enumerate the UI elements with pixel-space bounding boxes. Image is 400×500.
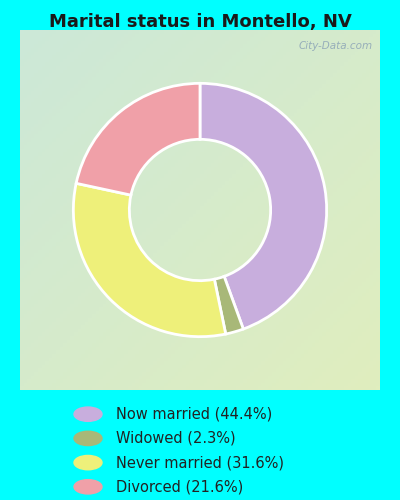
Ellipse shape [74,480,102,494]
Text: Divorced (21.6%): Divorced (21.6%) [116,480,243,494]
Wedge shape [200,84,327,329]
Text: City-Data.com: City-Data.com [299,41,373,51]
Ellipse shape [74,456,102,470]
Wedge shape [214,276,243,334]
Ellipse shape [74,431,102,446]
Wedge shape [76,84,200,195]
Ellipse shape [74,407,102,422]
Text: Now married (44.4%): Now married (44.4%) [116,406,272,422]
Text: Widowed (2.3%): Widowed (2.3%) [116,431,236,446]
Text: Marital status in Montello, NV: Marital status in Montello, NV [49,13,351,31]
Wedge shape [73,184,226,336]
Text: Never married (31.6%): Never married (31.6%) [116,455,284,470]
